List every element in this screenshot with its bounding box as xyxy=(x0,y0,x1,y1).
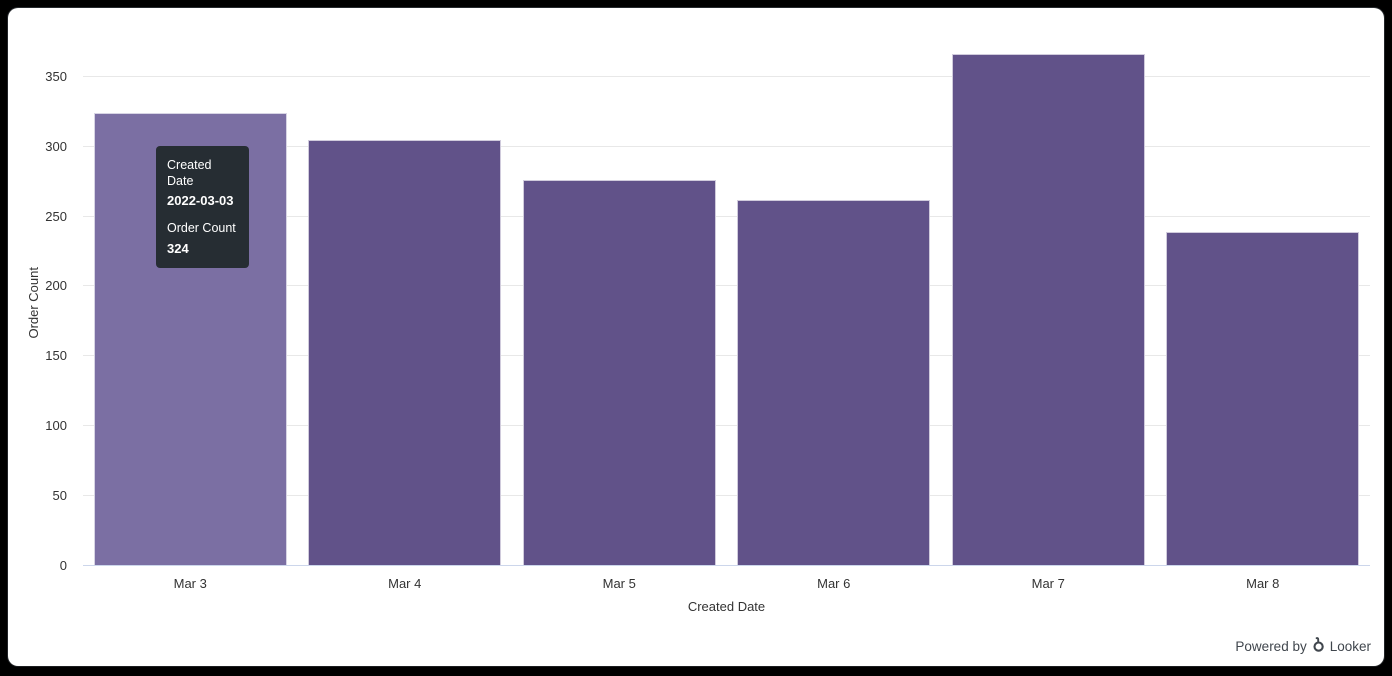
gridline-150 xyxy=(83,355,1370,357)
y-axis-tick-labels: 0 50 100 150 200 250 300 350 xyxy=(8,39,75,573)
bar-mar-7[interactable] xyxy=(951,54,1145,566)
y-tick-label-100: 100 xyxy=(45,418,67,434)
powered-by-footer: Powered by Looker xyxy=(1235,636,1371,656)
looker-logo-icon xyxy=(1311,636,1326,656)
bar-mar-5[interactable] xyxy=(522,180,716,566)
tooltip-x-group: Created Date 2022-03-03 xyxy=(167,158,238,208)
tooltip-y-value: 324 xyxy=(167,240,189,256)
gridline-100 xyxy=(83,425,1370,427)
bar-slot-0 xyxy=(83,39,298,566)
tooltip-y-field-label: Order Count xyxy=(167,221,236,236)
y-tick-label-250: 250 xyxy=(45,208,67,224)
tooltip-y-group: Order Count 324 xyxy=(167,221,238,256)
gridline-250 xyxy=(83,215,1370,217)
looker-brand-label: Looker xyxy=(1329,638,1371,654)
x-tick-label-mar-3: Mar 3 xyxy=(173,576,207,591)
bar-mar-4[interactable] xyxy=(308,139,502,566)
bar-slot-2 xyxy=(512,39,727,566)
tooltip-x-field-label: Created Date xyxy=(167,158,212,188)
plot-area xyxy=(83,39,1370,566)
x-tick-label-mar-7: Mar 7 xyxy=(1031,576,1065,591)
x-axis-title: Created Date xyxy=(687,599,766,614)
x-tick-label-mar-6: Mar 6 xyxy=(817,576,851,591)
x-tick-label-mar-5: Mar 5 xyxy=(602,576,636,591)
y-tick-label-150: 150 xyxy=(45,348,67,364)
bar-slot-3 xyxy=(727,39,942,566)
bar-slot-1 xyxy=(298,39,513,566)
bar-slot-5 xyxy=(1156,39,1371,566)
y-tick-label-200: 200 xyxy=(45,278,67,294)
powered-by-label: Powered by xyxy=(1235,638,1307,654)
bar-mar-8[interactable] xyxy=(1166,231,1360,566)
y-tick-label-350: 350 xyxy=(45,68,67,84)
y-tick-label-0: 0 xyxy=(59,558,67,573)
tooltip-x-value: 2022-03-03 xyxy=(167,193,234,209)
x-axis-line xyxy=(83,565,1370,566)
x-tick-label-mar-4: Mar 4 xyxy=(388,576,422,591)
x-tick-label-mar-8: Mar 8 xyxy=(1246,576,1280,591)
y-tick-label-50: 50 xyxy=(52,488,67,504)
gridline-50 xyxy=(83,495,1370,497)
bar-slot-4 xyxy=(941,39,1156,566)
bar-mar-6[interactable] xyxy=(737,199,931,566)
gridline-350 xyxy=(83,75,1370,77)
x-axis-tick-labels: Mar 3 Mar 4 Mar 5 Mar 6 Mar 7 Mar 8 xyxy=(83,576,1370,594)
tooltip: Created Date 2022-03-03 Order Count 324 xyxy=(156,146,249,268)
gridline-300 xyxy=(83,145,1370,147)
bar-series xyxy=(83,39,1370,566)
gridline-200 xyxy=(83,285,1370,287)
y-tick-label-300: 300 xyxy=(45,138,67,154)
